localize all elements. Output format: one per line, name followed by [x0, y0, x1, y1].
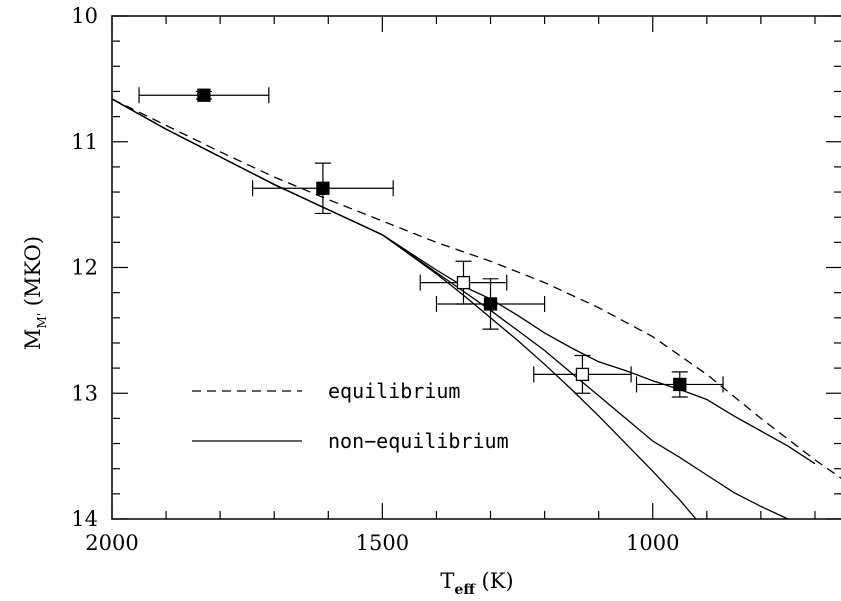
y-axis-label: MM' (MKO) [21, 236, 49, 350]
legend: equilibrium non−equilibrium [192, 379, 509, 453]
x-axis-label-main: T [440, 569, 454, 593]
y-axis-label-tail: (MKO) [21, 236, 45, 313]
y-tick-label: 11 [71, 130, 98, 154]
y-tick-label: 10 [71, 4, 98, 28]
y-tick-label: 12 [71, 256, 98, 280]
data-points [138, 87, 724, 398]
data-point [138, 87, 270, 104]
x-tick-label: 2000 [85, 531, 138, 555]
x-tick-label: 1500 [356, 531, 409, 555]
marker-filled-square [483, 297, 498, 311]
data-point [533, 354, 632, 394]
x-axis-label: Teff (K) [440, 569, 513, 598]
data-point [419, 260, 508, 305]
x-axis-label-sub: eff [454, 582, 476, 598]
series-non-equilibrium [112, 98, 789, 519]
y-axis-label-sub: M' [35, 313, 49, 329]
axis-ticks [111, 15, 841, 520]
legend-label: non−equilibrium [328, 429, 509, 453]
data-point [251, 162, 394, 215]
y-tick-label: 14 [71, 507, 98, 531]
series-non-equilibrium [112, 98, 697, 519]
model-curves [112, 98, 841, 519]
legend-label: equilibrium [328, 379, 460, 403]
data-point [435, 278, 546, 330]
y-axis-label-main: M [21, 328, 45, 350]
axis-tick-labels: 2000 1500 1000 10 11 12 13 14 [71, 4, 679, 555]
marker-open-square [456, 275, 471, 290]
y-tick-label: 13 [71, 381, 98, 405]
series-equilibrium [112, 98, 841, 479]
marker-filled-square [316, 181, 330, 195]
x-axis-label-tail: (K) [475, 569, 514, 593]
x-tick-label: 1000 [626, 531, 679, 555]
marker-open-square [575, 367, 590, 382]
marker-filled-square [673, 377, 687, 392]
data-point [635, 371, 724, 398]
marker-filled-square [197, 88, 211, 102]
